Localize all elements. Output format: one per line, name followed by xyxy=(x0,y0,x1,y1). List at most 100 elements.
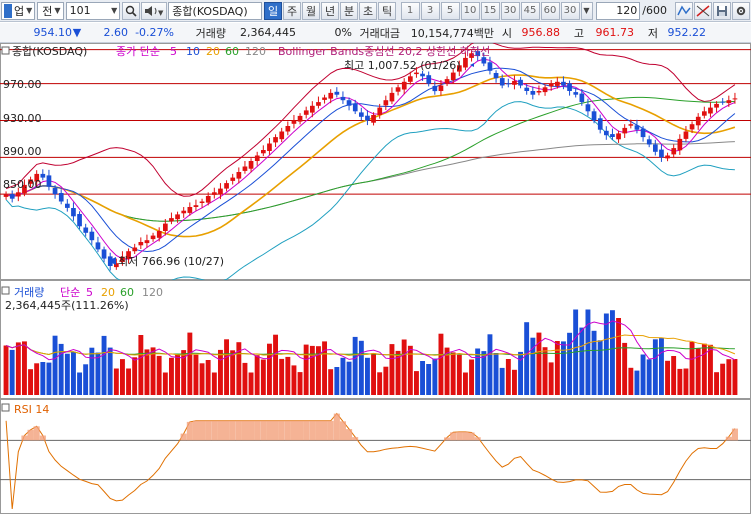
candle-body xyxy=(83,227,89,233)
volume-bar xyxy=(401,339,407,395)
candle-body xyxy=(169,218,174,222)
candle-body xyxy=(677,138,683,151)
interval-button-2[interactable]: 5 xyxy=(440,1,460,20)
rsi-overbought-fill xyxy=(309,420,316,441)
save-button[interactable] xyxy=(713,1,731,20)
rsi-legend-name: RSI 14 xyxy=(14,403,49,416)
candle-body xyxy=(555,81,560,86)
whole-selector[interactable]: 전 ▼ xyxy=(37,1,64,20)
volume-bar xyxy=(395,350,401,395)
interval-button-8[interactable]: 30 xyxy=(560,1,580,20)
volume-bar xyxy=(248,372,254,395)
volume-bar xyxy=(9,349,15,395)
period-tab-3[interactable]: 년 xyxy=(321,1,340,20)
stock-chart[interactable]: 종합(KOSDAQ) 종가 단순 5 10 20 60 120 Bollinge… xyxy=(0,43,751,514)
volume-bar xyxy=(383,366,389,395)
volume-bar xyxy=(579,327,585,395)
count-input[interactable]: 120 xyxy=(595,1,641,20)
volume-bar xyxy=(89,347,95,395)
volume-bar xyxy=(683,368,689,395)
interval-button-5[interactable]: 30 xyxy=(500,1,520,20)
rsi-overbought-fill xyxy=(266,420,273,441)
interval-button-0[interactable]: 1 xyxy=(400,1,420,20)
rsi-overbought-fill xyxy=(284,420,291,441)
volume-bar xyxy=(40,362,46,395)
tools-button[interactable] xyxy=(675,1,693,20)
rsi-overbought-fill xyxy=(254,420,261,441)
sound-button[interactable]: ▼ xyxy=(141,1,168,20)
period-tab-0[interactable]: 일 xyxy=(264,1,283,20)
chevron-down-icon: ▼ xyxy=(583,6,590,15)
candle-body xyxy=(193,205,199,207)
period-tab-6[interactable]: 틱 xyxy=(378,1,397,20)
volume-bar xyxy=(659,338,664,395)
candle-body xyxy=(616,133,621,140)
candle-body xyxy=(438,85,444,91)
rsi-overbought-fill xyxy=(211,420,218,441)
candle-body xyxy=(408,76,413,82)
search-button[interactable] xyxy=(122,1,141,20)
candle-body xyxy=(46,175,52,187)
candle-body xyxy=(248,161,254,169)
search-icon xyxy=(126,5,137,17)
volume-bar xyxy=(352,336,358,395)
candle-body xyxy=(242,166,248,171)
rsi-overbought-fill xyxy=(223,420,230,441)
candle-body xyxy=(450,72,456,81)
chart-tools-icon xyxy=(677,5,691,15)
interval-button-6[interactable]: 45 xyxy=(520,1,540,20)
rsi-overbought-fill xyxy=(450,432,457,441)
code-input[interactable]: 101 ▼ xyxy=(65,1,121,20)
interval-button-3[interactable]: 10 xyxy=(460,1,480,20)
rsi-overbought-fill xyxy=(205,420,212,441)
candle-body xyxy=(426,75,432,84)
period-tab-5[interactable]: 초 xyxy=(359,1,378,20)
candle-body xyxy=(303,110,309,115)
volume-bar xyxy=(162,372,168,395)
volume-bar xyxy=(548,362,554,395)
period-tab-1[interactable]: 주 xyxy=(283,1,302,20)
rsi-overbought-fill xyxy=(456,431,463,441)
candle-body xyxy=(420,73,425,77)
candle-body xyxy=(156,231,162,238)
candle-body xyxy=(310,105,315,113)
volume-ma20-line xyxy=(5,334,736,357)
candle-body xyxy=(377,107,383,115)
interval-button-4[interactable]: 15 xyxy=(480,1,500,20)
interval-button-1[interactable]: 3 xyxy=(420,1,440,20)
rsi-legend: RSI 14 xyxy=(1,403,49,416)
settings-button[interactable] xyxy=(732,1,750,20)
index-name-field[interactable]: 종합(KOSDAQ) xyxy=(168,1,263,20)
rsi-overbought-fill xyxy=(352,437,359,441)
volume-bar xyxy=(475,348,481,395)
period-tab-2[interactable]: 월 xyxy=(302,1,321,20)
speaker-icon: ▼ xyxy=(145,5,164,17)
candle-body xyxy=(334,91,340,95)
volume-bar xyxy=(438,333,444,395)
interval-button-7[interactable]: 60 xyxy=(540,1,560,20)
period-tab-4[interactable]: 분 xyxy=(340,1,359,20)
draw-button[interactable] xyxy=(694,1,712,20)
volume-bar xyxy=(205,360,211,395)
market-selector[interactable]: 업 ▼ xyxy=(1,1,36,20)
candle-body xyxy=(499,78,505,86)
volume-bar xyxy=(708,344,713,395)
rsi-overbought-fill xyxy=(241,420,248,441)
rsi-overbought-fill xyxy=(468,432,475,441)
candle-body xyxy=(463,57,468,68)
candle-body xyxy=(610,134,615,137)
candle-body xyxy=(58,193,64,202)
candle-body xyxy=(77,214,82,227)
candle-body xyxy=(65,203,70,208)
y-label-970: 970.00 xyxy=(3,78,42,91)
volume-bar xyxy=(230,350,236,395)
interval-dropdown[interactable]: ▼ xyxy=(580,1,593,20)
candle-body xyxy=(732,98,738,100)
volume-bar xyxy=(622,342,628,395)
ma-legend-label: 종가 단순 xyxy=(116,45,160,58)
candle-body xyxy=(181,210,187,214)
candle-body xyxy=(199,201,205,203)
candle-body xyxy=(665,155,670,159)
ma5-line xyxy=(5,58,736,260)
rsi-overbought-fill xyxy=(39,435,46,441)
